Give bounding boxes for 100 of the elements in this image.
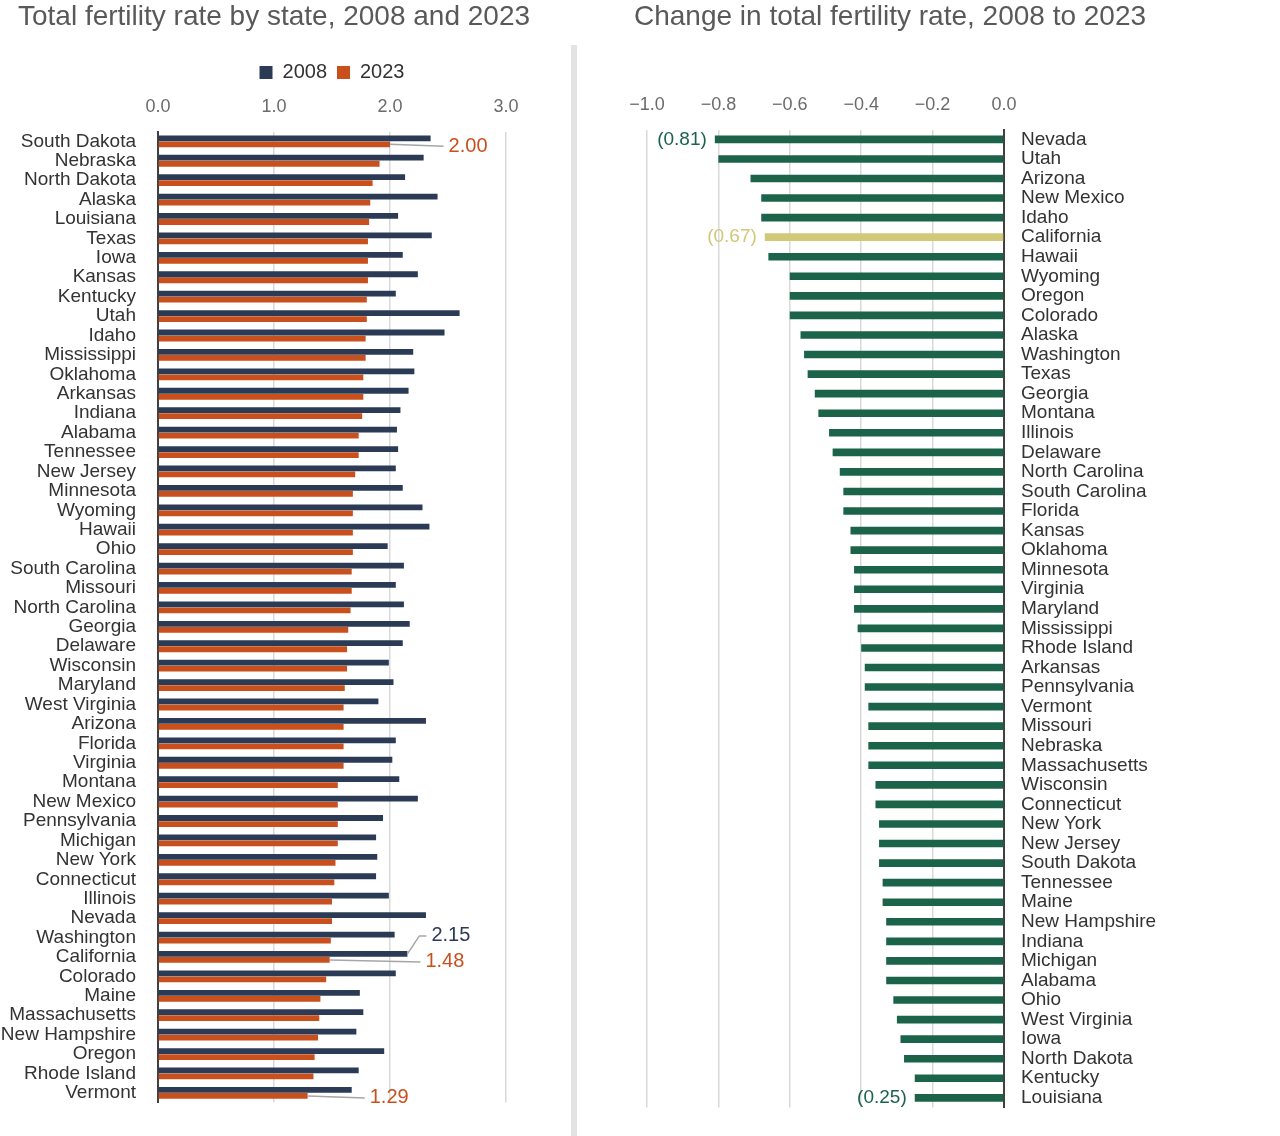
- x-tick-label: −0.2: [914, 93, 951, 114]
- bar: [158, 154, 424, 161]
- legend-label: 2008: [282, 60, 328, 83]
- bar: [158, 510, 353, 517]
- bar: [158, 1054, 315, 1060]
- chart-title: Change in total fertility rate, 2008 to 2023: [633, 0, 1147, 31]
- y-tick-label: Louisiana: [54, 207, 137, 229]
- y-tick-label: South Carolina: [10, 556, 137, 578]
- bar: [158, 776, 400, 783]
- bar: [158, 995, 321, 1002]
- bar: [158, 135, 431, 142]
- y-tick-label: Delaware: [1021, 440, 1102, 462]
- y-tick-label: Pennsylvania: [1021, 675, 1135, 697]
- x-tick-label: 0.0: [991, 93, 1017, 114]
- bar: [158, 490, 353, 497]
- bar: [158, 290, 396, 297]
- bar: [158, 141, 390, 148]
- y-tick-label: Oklahoma: [1021, 538, 1109, 560]
- x-tick-label: −0.8: [700, 93, 737, 114]
- y-tick-label: Wyoming: [56, 498, 136, 520]
- bar: [158, 582, 396, 588]
- y-tick-label: Alaska: [78, 187, 137, 209]
- y-tick-label: Alaska: [1021, 323, 1079, 345]
- bar: [158, 349, 414, 355]
- bar: [158, 588, 352, 594]
- y-tick-label: Virginia: [1021, 577, 1085, 599]
- x-tick-label: 1.0: [261, 95, 287, 116]
- legend-label: 2023: [360, 60, 405, 83]
- bar: [158, 879, 335, 886]
- y-tick-label: Arkansas: [56, 382, 136, 403]
- bar: [158, 659, 389, 666]
- bar: [158, 626, 349, 633]
- bar: [158, 452, 359, 458]
- bar: [158, 251, 403, 258]
- y-tick-label: Kentucky: [1021, 1066, 1100, 1088]
- bar: [158, 432, 359, 439]
- data-label: 1.48: [425, 949, 465, 972]
- y-tick-label: Maryland: [1021, 597, 1100, 619]
- data-label: 2.15: [431, 923, 471, 946]
- bar: [158, 957, 330, 963]
- bar: [158, 355, 366, 361]
- y-tick-label: Texas: [86, 226, 136, 248]
- data-label: 2.00: [448, 133, 488, 156]
- bar: [158, 523, 430, 530]
- bar: [158, 762, 344, 769]
- bar: [158, 549, 353, 556]
- y-tick-label: New Jersey: [1021, 831, 1121, 853]
- y-tick-label: West Virginia: [1021, 1007, 1133, 1029]
- bar: [158, 1093, 308, 1099]
- bar: [158, 912, 426, 918]
- y-tick-label: Mississippi: [44, 343, 136, 365]
- y-tick-label: Tennessee: [1021, 870, 1113, 892]
- y-tick-label: California: [1021, 225, 1102, 247]
- y-tick-label: Connecticut: [35, 867, 137, 889]
- y-tick-label: Utah: [1021, 147, 1062, 169]
- x-tick-label: −0.4: [843, 93, 879, 114]
- bar: [158, 815, 384, 821]
- bar: [158, 543, 388, 550]
- y-tick-label: New Mexico: [1021, 186, 1125, 208]
- y-tick-label: Louisiana: [1021, 1086, 1103, 1108]
- bar: [158, 640, 403, 647]
- data-label: 1.29: [369, 1085, 409, 1108]
- y-tick-label: Indiana: [73, 401, 137, 423]
- bar: [158, 413, 363, 420]
- y-tick-label: Nevada: [1021, 127, 1087, 149]
- y-tick-label: Maine: [1021, 890, 1073, 912]
- x-tick-label: −0.6: [772, 93, 808, 114]
- y-tick-label: New York: [1021, 812, 1102, 834]
- bar: [158, 685, 345, 691]
- bar: [158, 1028, 357, 1035]
- x-tick-label: 2.0: [377, 95, 403, 116]
- bar: [158, 873, 377, 880]
- bar: [158, 407, 401, 414]
- y-tick-label: Minnesota: [1021, 557, 1110, 579]
- y-tick-label: Alabama: [61, 420, 137, 442]
- y-tick-label: New Hampshire: [0, 1022, 136, 1044]
- y-tick-label: Massachusetts: [9, 1003, 136, 1025]
- bar: [158, 601, 404, 608]
- data-label: (0.25): [857, 1086, 907, 1108]
- y-tick-label: Georgia: [68, 615, 137, 637]
- bar: [158, 743, 344, 750]
- bar: [158, 646, 348, 653]
- bar: [158, 970, 396, 977]
- y-tick-label: Colorado: [58, 964, 136, 986]
- y-tick-label: North Carolina: [1021, 460, 1144, 482]
- y-tick-label: Maryland: [57, 673, 136, 695]
- y-tick-label: Nebraska: [1021, 733, 1103, 755]
- bar: [158, 665, 348, 672]
- bar: [158, 316, 367, 322]
- bar: [158, 620, 410, 627]
- y-tick-label: Illinois: [83, 886, 136, 908]
- bar: [158, 898, 332, 905]
- bar: [158, 180, 373, 187]
- y-tick-label: Texas: [1021, 362, 1071, 384]
- bar: [158, 1009, 364, 1016]
- y-tick-label: Ohio: [1021, 988, 1062, 1010]
- data-label: (0.67): [707, 225, 757, 247]
- bar: [158, 821, 338, 827]
- y-tick-label: Tennessee: [44, 440, 136, 462]
- y-tick-label: Pennsylvania: [22, 809, 137, 831]
